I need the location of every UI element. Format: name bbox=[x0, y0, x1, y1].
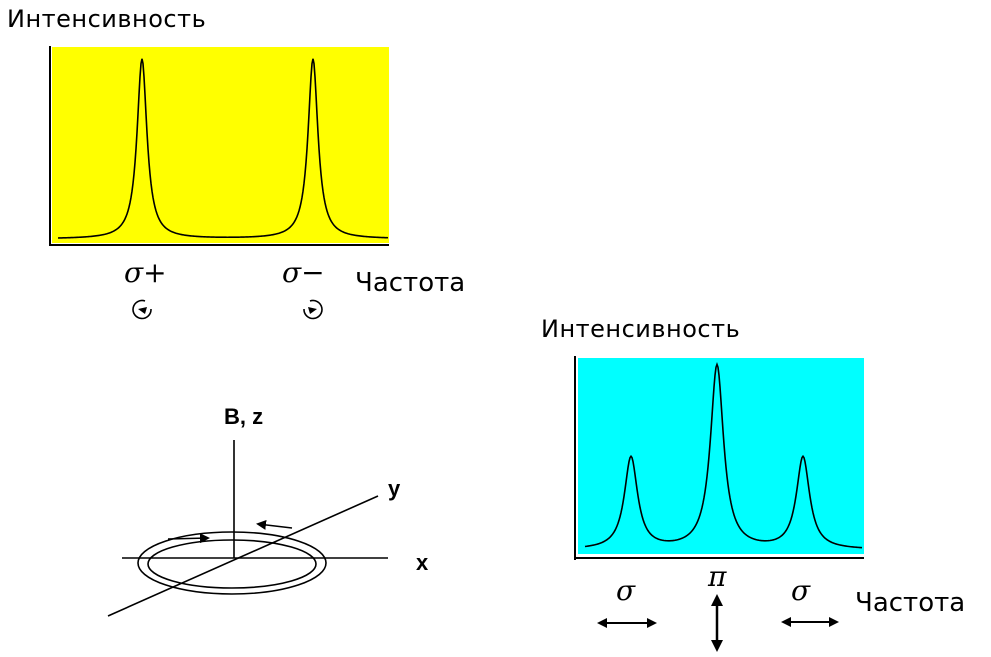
top-plot bbox=[49, 46, 389, 246]
horizontal-double-arrow-icon bbox=[597, 618, 657, 628]
clockwise-arrow-icon bbox=[303, 299, 323, 320]
axis-label-x: x bbox=[416, 550, 429, 575]
top-label-sigma-plus: σ+ bbox=[124, 256, 167, 289]
top-plot-background bbox=[52, 47, 389, 243]
bottom-label-sigma-left: σ bbox=[616, 574, 636, 607]
axis-label-y: y bbox=[388, 476, 401, 501]
orbit-arrow-icon bbox=[256, 519, 293, 530]
top-plot-ylabel: Интенсивность bbox=[7, 5, 207, 33]
bottom-label-sigma-right: σ bbox=[791, 574, 811, 607]
bottom-plot bbox=[574, 356, 864, 560]
bottom-label-pi: π bbox=[708, 560, 727, 593]
vertical-double-arrow-icon bbox=[711, 594, 723, 652]
orbit-ring-inner bbox=[147, 539, 317, 589]
bottom-plot-spectrum-line bbox=[584, 362, 863, 549]
horizontal-double-arrow-icon bbox=[781, 617, 839, 627]
bottom-plot-ylabel: Интенсивность bbox=[541, 315, 741, 343]
bottom-plot-xlabel: Частота bbox=[855, 588, 966, 618]
orbit-ring-outer bbox=[137, 531, 327, 595]
y-axis-line bbox=[107, 495, 379, 617]
top-label-sigma-minus: σ− bbox=[282, 256, 325, 289]
counterclockwise-arrow-icon bbox=[132, 299, 152, 320]
axis-label-bz: B, z bbox=[224, 404, 264, 429]
top-plot-xlabel: Частота bbox=[355, 268, 466, 298]
orbit-arrow-icon bbox=[167, 533, 210, 544]
bottom-plot-background bbox=[578, 358, 864, 554]
top-plot-spectrum-line bbox=[57, 58, 389, 239]
axes-diagram bbox=[107, 440, 388, 617]
